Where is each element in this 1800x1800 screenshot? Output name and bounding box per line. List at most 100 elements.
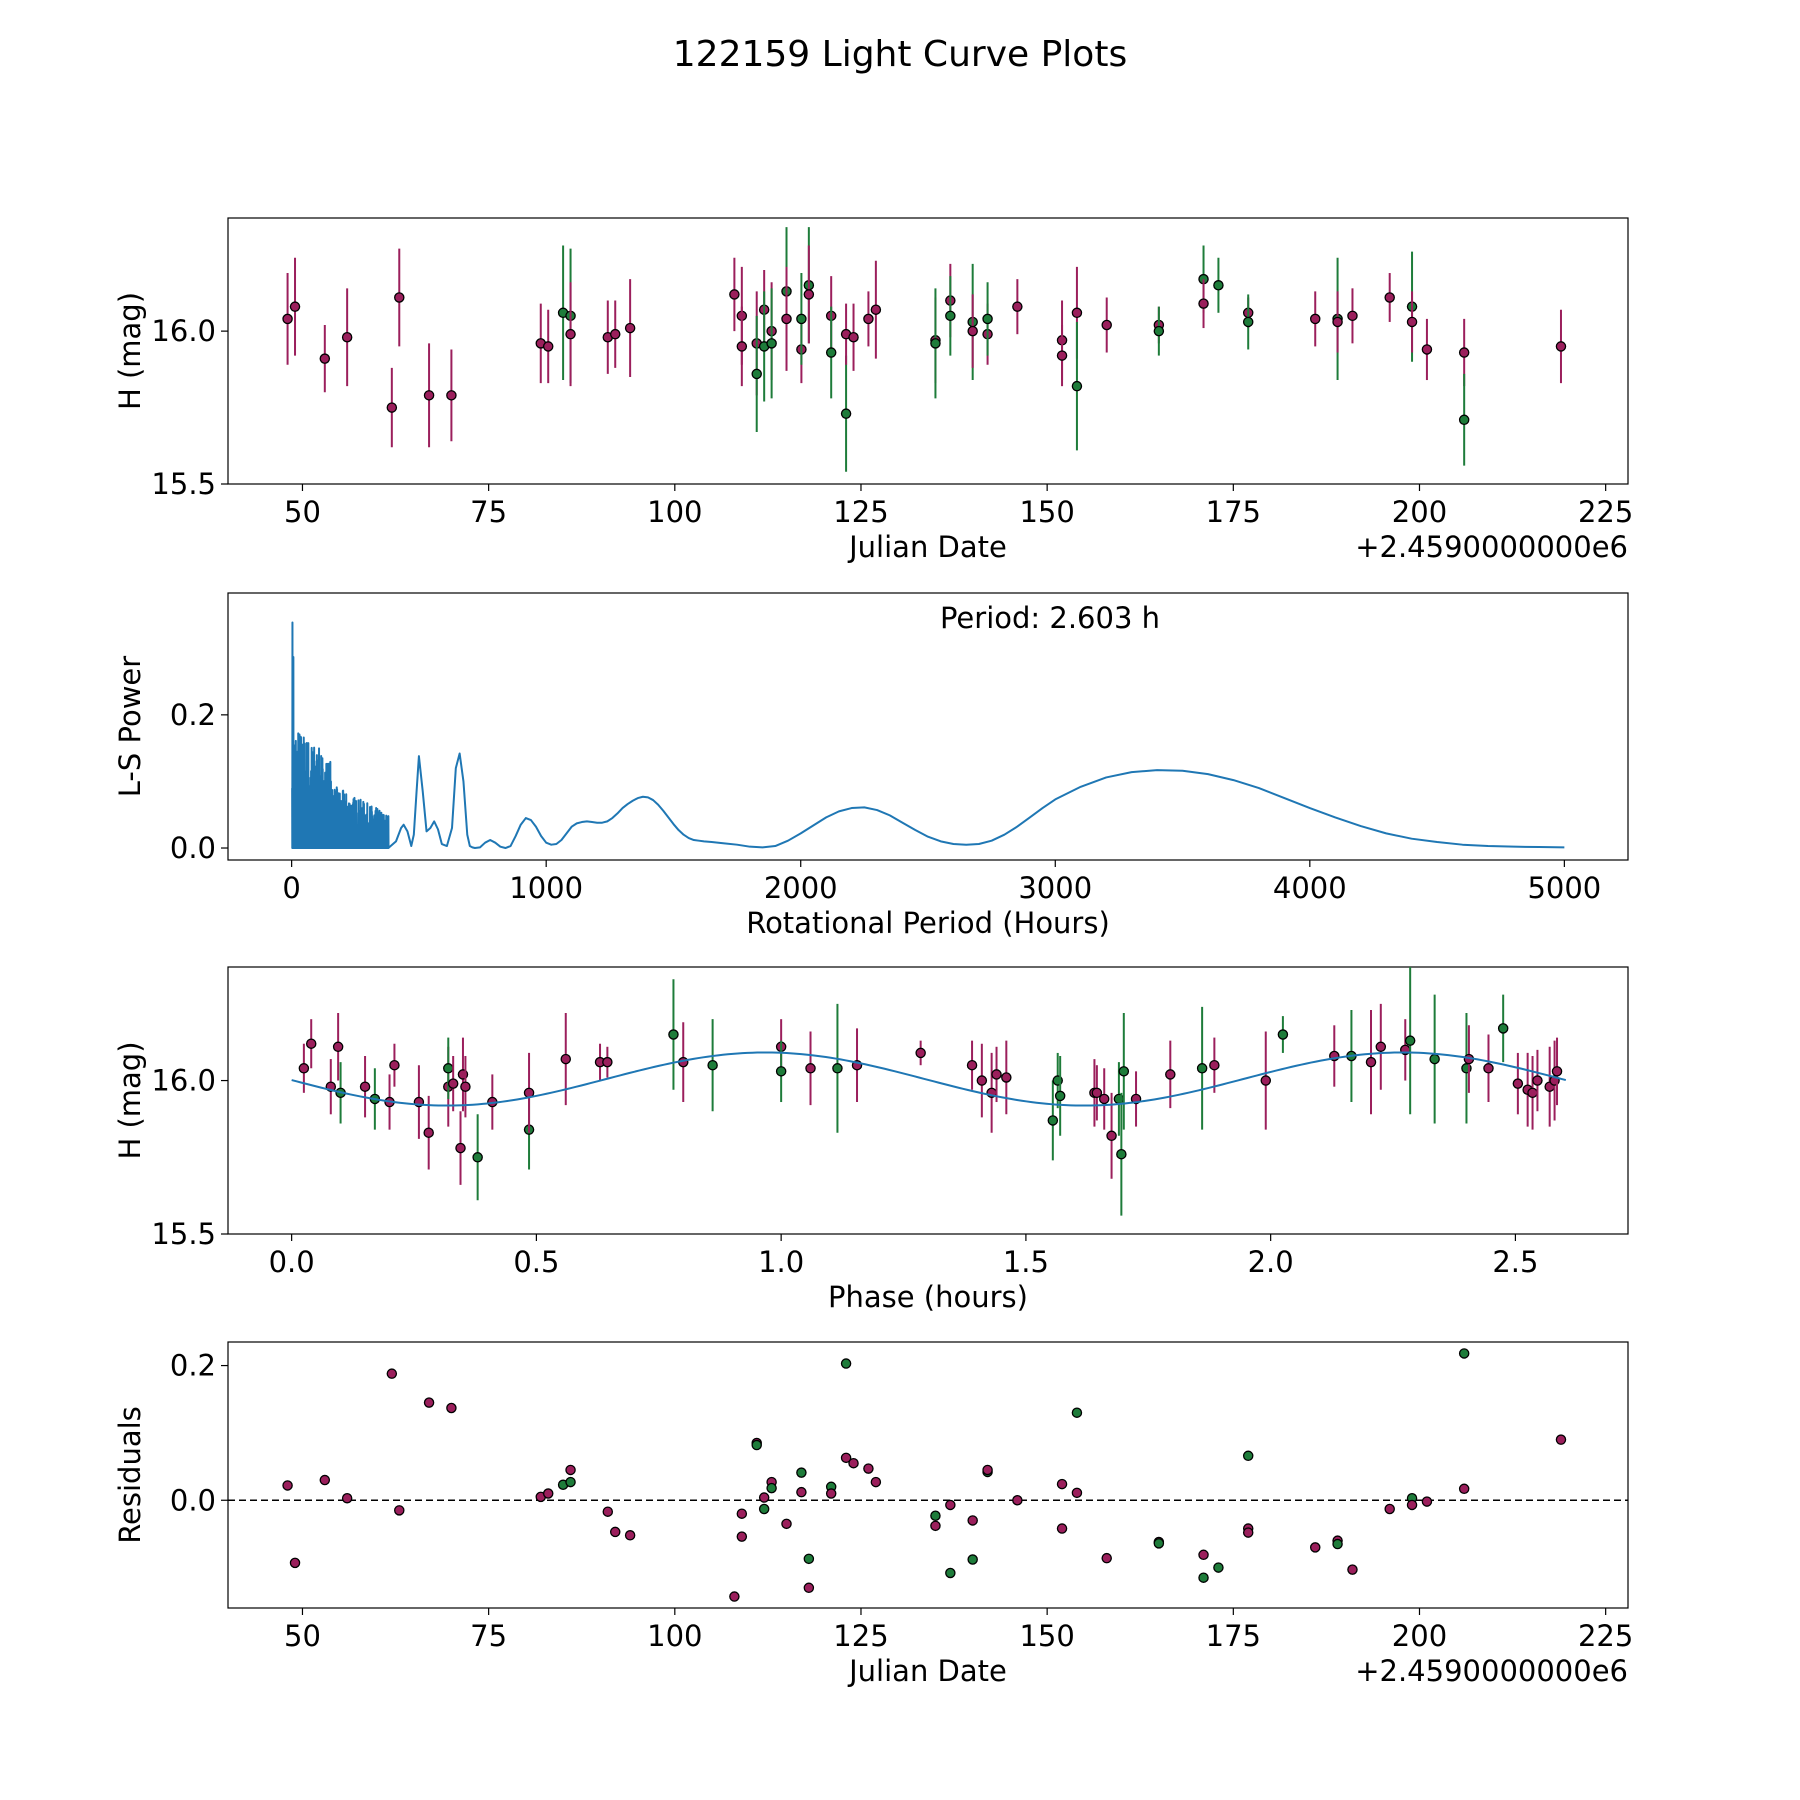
- x-tick-label: 200: [1392, 1619, 1447, 1653]
- data-point: [602, 1056, 613, 1068]
- data-point: [1165, 1069, 1176, 1080]
- data-point: [966, 1059, 978, 1071]
- data-point: [624, 1530, 636, 1541]
- period-annotation: Period: 2.603 h: [940, 601, 1160, 635]
- data-point: [915, 1047, 926, 1059]
- data-point: [1106, 1130, 1117, 1142]
- data-point: [1277, 1029, 1289, 1040]
- data-point: [1198, 298, 1209, 309]
- y-axis-label: L-S Power: [113, 656, 147, 797]
- data-point: [803, 1553, 815, 1565]
- x-tick-label: 125: [833, 1619, 888, 1653]
- x-tick-label: 2.0: [1248, 1245, 1294, 1279]
- x-tick-label: 175: [1206, 495, 1261, 529]
- data-point: [848, 331, 859, 343]
- data-point: [1421, 344, 1433, 355]
- data-point: [319, 1474, 331, 1486]
- data-point: [1071, 1407, 1083, 1418]
- data-point: [796, 313, 807, 325]
- x-tick-label: 0.5: [513, 1245, 559, 1279]
- y-axis-label: H (mag): [113, 1041, 147, 1159]
- data-point: [1532, 1075, 1543, 1086]
- data-point: [609, 1526, 621, 1538]
- data-point: [930, 1520, 941, 1532]
- data-point: [1404, 1035, 1416, 1046]
- axes-frame: [227, 1341, 1629, 1609]
- data-point: [423, 390, 435, 401]
- data-point: [446, 390, 457, 401]
- data-point: [1101, 319, 1112, 331]
- data-point: [1384, 292, 1395, 303]
- data-point: [472, 1152, 483, 1163]
- data-point: [1347, 1564, 1358, 1575]
- data-point: [840, 1452, 852, 1464]
- y-tick-label: 0.2: [170, 1349, 216, 1383]
- x-tick-label: 100: [647, 1619, 702, 1653]
- data-point: [1365, 1056, 1377, 1068]
- data-point: [1012, 301, 1023, 312]
- data-point: [751, 1439, 762, 1451]
- panel-lightcurve: 50 75 100 125 150 175 200 225 15.5 16.0 Julian Dat…: [113, 217, 1633, 564]
- data-point: [542, 341, 554, 352]
- x-tick-label: 0: [282, 871, 300, 905]
- data-point: [668, 1029, 679, 1040]
- data-point: [565, 328, 576, 340]
- x-tick-label: 50: [284, 1619, 321, 1653]
- y-tick-label: 15.5: [151, 1217, 216, 1251]
- data-point: [803, 1582, 815, 1594]
- data-point: [1458, 414, 1470, 426]
- x-axis-label: Julian Date: [847, 530, 1007, 564]
- data-point: [945, 1499, 956, 1511]
- x-tick-label: 1.5: [1003, 1245, 1049, 1279]
- data-point: [446, 1402, 457, 1414]
- data-point: [1551, 1066, 1563, 1077]
- data-point: [1196, 1063, 1208, 1074]
- x-tick-label: 50: [284, 495, 321, 529]
- data-point: [1260, 1075, 1272, 1086]
- y-axis-label: H (mag): [113, 292, 147, 410]
- data-point: [825, 1488, 837, 1499]
- data-point: [729, 289, 740, 300]
- y-tick-label: 16.0: [151, 1064, 216, 1098]
- data-point: [1101, 1552, 1112, 1564]
- data-point: [1116, 1148, 1127, 1160]
- data-point: [766, 338, 777, 349]
- data-point: [609, 328, 621, 340]
- data-point: [982, 1464, 993, 1476]
- data-point: [736, 1531, 748, 1542]
- data-point: [289, 1557, 301, 1569]
- data-point: [848, 1457, 859, 1469]
- x-tick-label: 4000: [1273, 871, 1347, 905]
- data-point: [394, 292, 405, 303]
- x-tick-label: 200: [1392, 495, 1447, 529]
- data-point: [1242, 1527, 1254, 1538]
- x-tick-label: 1000: [509, 871, 583, 905]
- data-point: [1242, 316, 1254, 328]
- x-tick-label: 1.0: [758, 1245, 804, 1279]
- data-point: [982, 313, 993, 325]
- data-point: [1384, 1503, 1395, 1515]
- data-point: [624, 322, 636, 334]
- data-point: [1056, 350, 1068, 361]
- data-point: [1406, 316, 1418, 328]
- data-point: [332, 1041, 344, 1053]
- data-point: [305, 1038, 317, 1049]
- data-point: [1555, 341, 1567, 352]
- data-point: [1375, 1041, 1387, 1053]
- y-axis-label: Residuals: [113, 1406, 147, 1544]
- data-point: [1198, 1549, 1209, 1561]
- data-point: [758, 1503, 770, 1515]
- data-point: [1242, 1450, 1254, 1462]
- y-tick-label: 16.0: [151, 314, 216, 348]
- data-point: [1209, 1059, 1220, 1071]
- data-point: [1483, 1063, 1494, 1074]
- data-point: [1555, 1434, 1567, 1445]
- x-tick-label: 100: [647, 495, 702, 529]
- data-point: [758, 1492, 770, 1503]
- x-tick-label: 125: [833, 495, 888, 529]
- data-point: [840, 408, 852, 419]
- data-point: [766, 1482, 777, 1494]
- data-point: [967, 1554, 978, 1565]
- data-point: [565, 1464, 576, 1476]
- data-point: [781, 313, 792, 325]
